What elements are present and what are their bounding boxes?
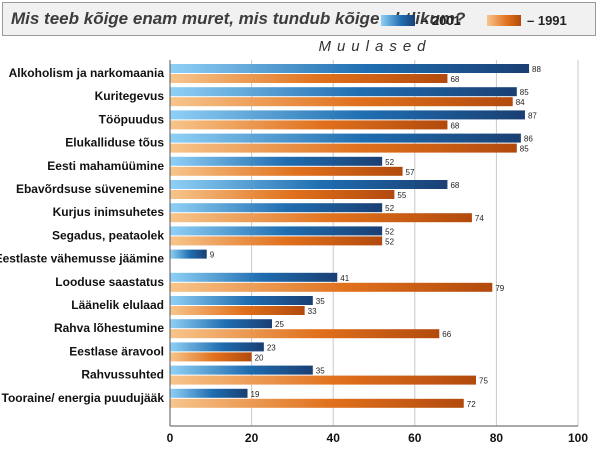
bar-2001: [170, 226, 383, 236]
data-label-2001: 52: [385, 158, 394, 167]
chart-subtitle: Muulased: [318, 38, 432, 55]
data-label-1991: 84: [516, 98, 525, 107]
data-label-1991: 68: [450, 75, 459, 84]
data-label-2001: 86: [524, 135, 533, 144]
bar-1991: [170, 190, 395, 199]
data-label-2001: 52: [385, 204, 394, 213]
category-label: Tööpuudus: [99, 112, 165, 126]
bar-2001: [170, 249, 207, 259]
data-label-2001: 23: [267, 343, 276, 352]
category-label: Rahva lõhestumine: [54, 321, 164, 335]
category-label: Rahvussuhted: [81, 368, 164, 382]
data-label-2001: 87: [528, 111, 537, 120]
bar-1991: [170, 352, 252, 362]
data-label-1991: 72: [467, 400, 476, 409]
bar-2001: [170, 388, 248, 398]
data-label-2001: 35: [316, 367, 325, 376]
bar-2001: [170, 110, 525, 120]
data-label-1991: 74: [475, 214, 484, 223]
x-tick-label: 0: [167, 431, 174, 445]
bar-1991: [170, 97, 513, 107]
bar-2001: [170, 156, 383, 166]
category-label: Tooraine/ energia puudujääk: [2, 391, 165, 405]
bar-2001: [170, 133, 521, 143]
title-bar: Mis teeb kõige enam muret, mis tundub kõ…: [2, 2, 596, 36]
category-label: Alkoholism ja narkomaania: [9, 66, 165, 80]
bar-1991: [170, 120, 448, 130]
bar-1991: [170, 143, 517, 153]
legend-label-2001: – 2001: [421, 12, 461, 28]
data-label-1991: 52: [385, 237, 394, 246]
data-label-1991: 85: [520, 145, 529, 154]
category-label: Elukalliduse tõus: [65, 136, 164, 150]
data-label-1991: 33: [308, 307, 317, 316]
data-label-2001: 68: [450, 181, 459, 190]
legend-swatch-2001: [381, 14, 415, 26]
bar-1991: [170, 213, 472, 223]
bar-2001: [170, 64, 530, 73]
x-tick-label: 80: [490, 431, 504, 445]
legend-item-2001: – 2001: [381, 12, 461, 28]
category-label: Eestlaste vähemusse jäämine: [0, 252, 164, 266]
category-label: Eesti mahamüümine: [47, 159, 164, 173]
bar-1991: [170, 306, 305, 315]
category-label: Läänelik elulaad: [71, 298, 164, 312]
data-label-2001: 88: [532, 65, 541, 74]
category-label: Kuritegevus: [95, 89, 165, 103]
category-label: Kurjus inimsuhetes: [53, 205, 165, 219]
data-label-2001: 25: [275, 320, 284, 329]
x-tick-label: 20: [245, 431, 259, 445]
data-label-2001: 52: [385, 227, 394, 236]
bar-1991: [170, 166, 403, 176]
legend-item-1991: – 1991: [487, 12, 567, 28]
data-label-1991: 20: [255, 353, 264, 362]
bar-2001: [170, 87, 517, 97]
bar-2001: [170, 272, 338, 282]
x-tick-label: 60: [408, 431, 422, 445]
legend-label-1991: – 1991: [527, 12, 567, 28]
data-label-1991: 55: [397, 191, 406, 200]
bar-1991: [170, 329, 440, 339]
bar-2001: [170, 296, 313, 305]
data-label-2001: 85: [520, 88, 529, 97]
bar-2001: [170, 319, 272, 329]
bar-1991: [170, 398, 464, 408]
bar-2001: [170, 203, 383, 213]
category-label: Looduse saastatus: [55, 275, 164, 289]
data-label-2001: 19: [251, 390, 260, 399]
data-label-2001: 9: [210, 251, 215, 260]
x-tick-label: 40: [327, 431, 341, 445]
bar-1991: [170, 375, 476, 385]
category-label: Segadus, peataolek: [52, 228, 164, 242]
bar-1991: [170, 236, 383, 246]
category-label: Ebavõrdsuse süvenemine: [16, 182, 164, 196]
data-label-1991: 68: [450, 121, 459, 130]
data-label-2001: 35: [316, 297, 325, 306]
x-tick-label: 100: [568, 431, 588, 445]
bar-1991: [170, 282, 493, 292]
data-label-2001: 41: [340, 274, 349, 283]
legend-swatch-1991: [487, 14, 521, 26]
bar-2001: [170, 365, 313, 375]
bar-1991: [170, 74, 448, 83]
bar-2001: [170, 180, 448, 189]
data-label-1991: 75: [479, 377, 488, 386]
data-label-1991: 66: [442, 330, 451, 339]
category-label: Eestlase äravool: [69, 344, 164, 358]
data-label-1991: 79: [495, 284, 504, 293]
data-label-1991: 57: [406, 168, 415, 177]
chart-title: Mis teeb kõige enam muret, mis tundub kõ…: [11, 9, 466, 28]
bar-2001: [170, 342, 264, 352]
